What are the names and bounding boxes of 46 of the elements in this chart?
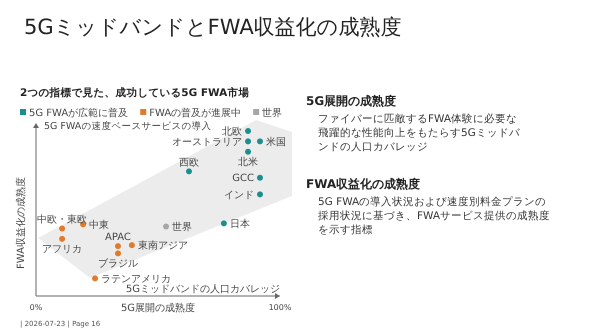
x-tick-label: 0% [30,303,43,312]
point [245,128,252,134]
point [245,138,252,144]
annotation: 中欧・東欧 [37,214,88,226]
annotation: ラテンアメリカ [101,274,172,285]
text: FWA収益化の成熟度 [306,177,420,191]
text: 5G展開の成熟度 [306,94,396,108]
annotation: ブラジル [98,257,138,270]
annotation: 中東 [89,218,110,231]
point [256,138,263,144]
point [128,242,135,248]
legend-label: 5G FWAが広範に普及 [29,107,128,119]
point [59,226,66,232]
chart-subtitle: 2つの指標で見た、成功している5G FWA市場 [20,86,250,99]
annotation: 5Gミッドバンドの人口カバレッジ [126,284,280,295]
annotation: アフリカ [42,244,82,255]
annotation: オーストラリア [172,136,242,148]
point [163,224,170,230]
point [256,174,263,181]
y-axis-title: FWA収益化の成熟度 [15,177,27,269]
point [245,148,252,155]
point [114,250,121,256]
x-tick-label: 100% [268,303,292,312]
annotation: 日本 [230,218,250,230]
legend-label: FWAの普及が進展中 [149,107,242,119]
point [220,220,227,226]
annotation: 東南アジア [138,240,188,252]
x-axis-title: 5G展開の成熟度 [120,302,196,314]
text: ファイバーに匹敵するFWA体験に必要な飛躍的な性能向上をもたらす5Gミッドバンドの人口カバレッジ [318,112,521,153]
annotation: 北米 [238,156,258,168]
annotation: APAC [105,232,131,244]
point [92,275,98,282]
annotation: 5G FWAの速度ベースサービスの導入 [44,120,212,132]
annotation: 世界 [172,221,192,234]
point [186,168,192,174]
point [59,236,66,242]
annotation: GCC [232,173,254,184]
annotation: インド [224,190,254,201]
point [114,243,121,250]
text: 5G FWAの導入状況および速度別料金プランの採用状況に基づき、FWAサービス提供の成熟度を示す指標 [318,195,550,236]
annotation: 西欧 [178,157,199,168]
chart-title: 5GミッドバンドとFWA収益化の成熟度 [24,15,402,39]
annotation: 北欧 [222,126,242,138]
legend-label: 世界 [262,107,282,119]
point [256,191,263,198]
annotation: 米国 [266,136,286,148]
